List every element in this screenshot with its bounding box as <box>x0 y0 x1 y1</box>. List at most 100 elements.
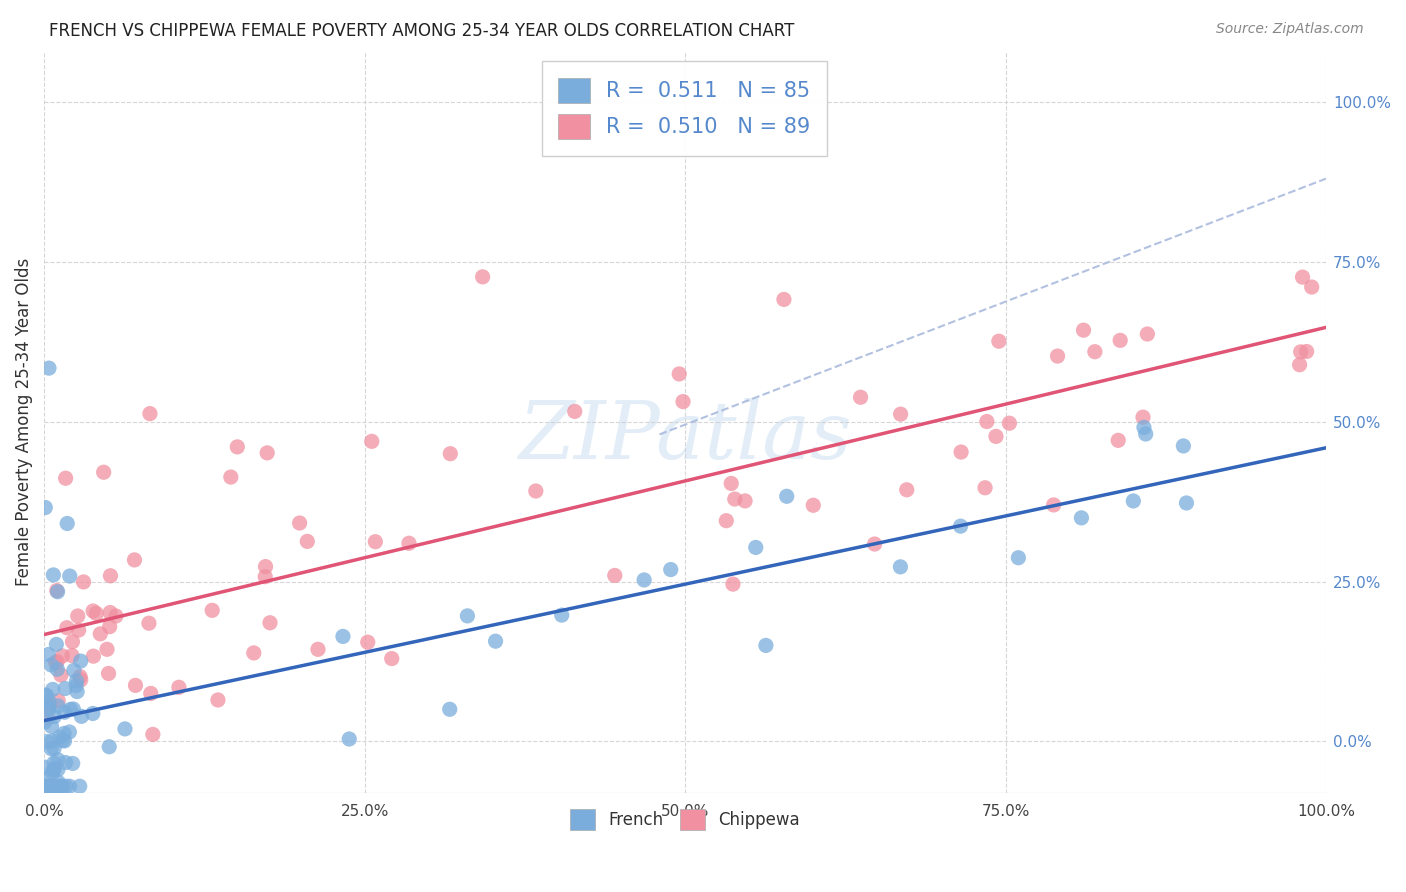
Point <box>1135 427 1157 442</box>
Point <box>35 779 58 793</box>
Point <box>70 709 93 723</box>
Point <box>456 608 478 623</box>
Point <box>659 563 682 577</box>
Point <box>66 684 89 698</box>
Point <box>65 679 87 693</box>
Point <box>776 489 799 503</box>
Point <box>69 654 91 668</box>
Point <box>124 553 146 567</box>
Point <box>82 649 104 664</box>
Point <box>84 607 107 621</box>
Point <box>56 516 79 531</box>
Point <box>69 669 91 683</box>
Point <box>1136 326 1159 341</box>
Point <box>46 584 69 599</box>
Point <box>96 642 118 657</box>
Point <box>45 637 67 651</box>
Point <box>603 568 626 582</box>
Point <box>39 741 62 756</box>
Point <box>62 756 84 771</box>
Point <box>38 698 60 713</box>
Point <box>48 730 70 744</box>
Point <box>41 765 63 780</box>
Point <box>1070 511 1092 525</box>
Point <box>201 603 224 617</box>
Point <box>974 481 997 495</box>
Point <box>142 727 165 741</box>
Point <box>42 756 65 770</box>
Point <box>1132 410 1154 425</box>
Point <box>668 367 690 381</box>
Y-axis label: Female Poverty Among 25-34 Year Olds: Female Poverty Among 25-34 Year Olds <box>15 258 32 586</box>
Point <box>49 779 72 793</box>
Point <box>357 635 380 649</box>
Point <box>46 753 69 767</box>
Point <box>60 648 83 663</box>
Point <box>89 627 111 641</box>
Point <box>55 756 77 770</box>
Point <box>207 693 229 707</box>
Point <box>44 709 66 723</box>
Point <box>254 570 277 584</box>
Point <box>167 681 190 695</box>
Point <box>62 702 84 716</box>
Point <box>984 429 1007 443</box>
Point <box>889 559 911 574</box>
Point <box>51 733 73 747</box>
Point <box>63 664 86 678</box>
Point <box>46 698 69 713</box>
Point <box>98 739 121 754</box>
Point <box>849 390 872 404</box>
Point <box>59 569 82 583</box>
Point <box>1289 344 1312 359</box>
Point <box>1175 496 1198 510</box>
Point <box>48 779 70 793</box>
Point <box>62 634 84 648</box>
Point <box>98 620 121 634</box>
Point <box>93 465 115 479</box>
Point <box>46 662 69 676</box>
Point <box>745 541 768 555</box>
Point <box>484 634 506 648</box>
Point <box>734 494 756 508</box>
Point <box>59 779 82 793</box>
Point <box>46 694 69 708</box>
Point <box>381 651 404 665</box>
Point <box>53 705 76 719</box>
Point <box>976 415 998 429</box>
Point <box>1301 280 1323 294</box>
Point <box>1288 358 1310 372</box>
Point <box>226 440 249 454</box>
Point <box>53 681 76 696</box>
Text: Source: ZipAtlas.com: Source: ZipAtlas.com <box>1216 22 1364 37</box>
Point <box>34 772 56 786</box>
Point <box>1173 439 1195 453</box>
Point <box>1122 494 1144 508</box>
Point <box>896 483 918 497</box>
Point <box>524 483 547 498</box>
Point <box>35 734 58 748</box>
Point <box>332 629 354 643</box>
Point <box>53 726 76 740</box>
Point <box>949 519 972 533</box>
Point <box>890 407 912 421</box>
Point <box>41 734 63 748</box>
Point <box>139 407 162 421</box>
Point <box>39 657 62 672</box>
Point <box>1073 323 1095 337</box>
Point <box>39 779 62 793</box>
Point <box>254 559 277 574</box>
Point <box>34 500 56 515</box>
Point <box>139 686 162 700</box>
Point <box>51 648 73 663</box>
Point <box>42 763 65 777</box>
Point <box>65 673 87 688</box>
Point <box>45 656 67 670</box>
Point <box>114 722 136 736</box>
Point <box>1295 344 1317 359</box>
Point <box>55 471 77 485</box>
Point <box>1042 498 1064 512</box>
Point <box>53 734 76 748</box>
Point <box>41 779 63 793</box>
Point <box>219 470 242 484</box>
